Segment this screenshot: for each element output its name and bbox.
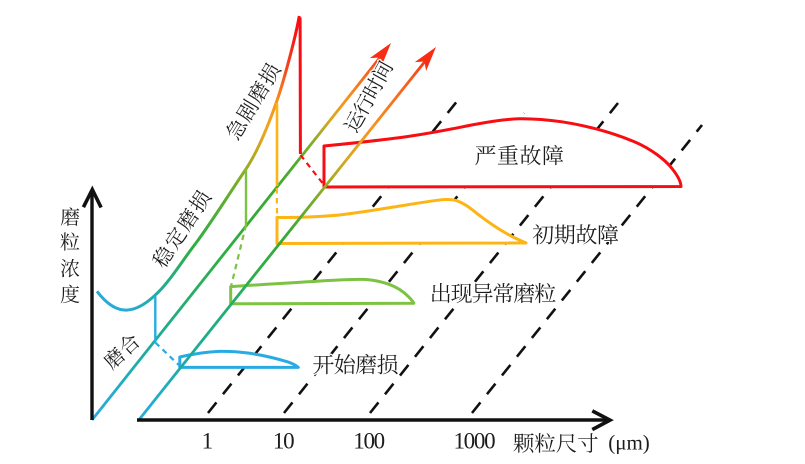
svg-text:10: 10 [273, 429, 294, 454]
svg-text:100: 100 [353, 429, 384, 454]
svg-text:1000: 1000 [453, 429, 495, 454]
svg-text:1: 1 [202, 429, 214, 454]
svg-text:(μm): (μm) [608, 431, 650, 455]
